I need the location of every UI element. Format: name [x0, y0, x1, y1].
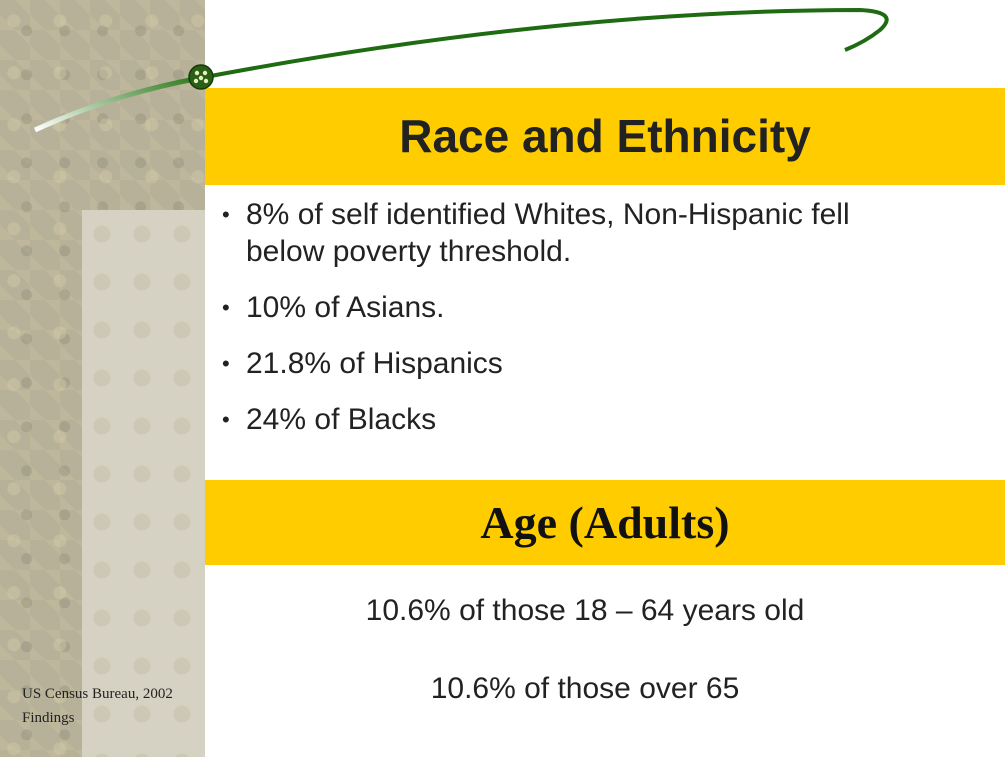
page: {"title": "Race and Ethnicity", "bullets… [0, 0, 1005, 757]
bullet-item: 24% of Blacks [222, 401, 922, 438]
slide: Race and Ethnicity 8% of self identified… [0, 0, 1005, 757]
section-title: Age (Adults) [205, 480, 1005, 565]
body-line: 10.6% of those 18 – 64 years old [205, 594, 965, 628]
bullet-item: 21.8% of Hispanics [222, 345, 922, 382]
bullet-item: 10% of Asians. [222, 289, 922, 326]
bullet-item: 8% of self identified Whites, Non-Hispan… [222, 196, 922, 270]
footnote: US Census Bureau, 2002 Findings [22, 682, 222, 730]
slide-title: Race and Ethnicity [205, 88, 1005, 185]
body-line: 10.6% of those over 65 [205, 672, 965, 706]
bullet-list: 8% of self identified Whites, Non-Hispan… [222, 196, 922, 457]
